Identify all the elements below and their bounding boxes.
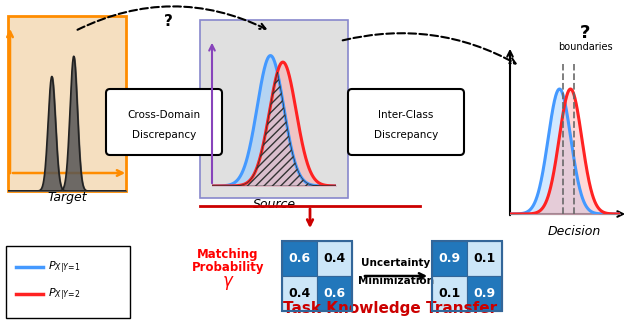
Bar [282, 241, 352, 311]
Text: Probability: Probability [192, 261, 264, 274]
Text: ?: ? [164, 14, 172, 29]
Text: 0.4: 0.4 [289, 287, 310, 300]
Text: Discrepancy: Discrepancy [374, 130, 438, 140]
Text: boundaries: boundaries [557, 42, 612, 52]
Text: $P_{X|Y\!=\!1}$: $P_{X|Y\!=\!1}$ [48, 259, 81, 275]
Text: Target: Target [47, 191, 87, 204]
Text: Minimization: Minimization [358, 276, 434, 286]
Text: 0.6: 0.6 [323, 287, 346, 300]
Text: Uncertainty: Uncertainty [362, 258, 431, 268]
Bar [432, 241, 502, 311]
Text: Matching: Matching [197, 248, 259, 261]
FancyBboxPatch shape [106, 89, 222, 155]
Text: Decision: Decision [547, 225, 600, 238]
Text: 0.1: 0.1 [474, 252, 495, 265]
Text: 0.4: 0.4 [323, 252, 346, 265]
Text: Task Knowledge Transfer: Task Knowledge Transfer [283, 301, 497, 316]
Text: $\gamma$: $\gamma$ [221, 274, 234, 292]
Bar [200, 20, 348, 198]
Text: 0.1: 0.1 [438, 287, 461, 300]
Text: Discrepancy: Discrepancy [132, 130, 196, 140]
Text: 0.9: 0.9 [474, 287, 495, 300]
Text: Cross-Domain: Cross-Domain [127, 110, 200, 120]
Bar [467, 276, 502, 311]
Text: ?: ? [580, 24, 590, 42]
Text: Source: Source [252, 198, 296, 211]
Bar [8, 16, 126, 191]
Text: Inter-Class: Inter-Class [378, 110, 434, 120]
Bar [317, 276, 352, 311]
Bar [432, 241, 467, 276]
Bar [282, 241, 317, 276]
Bar [432, 276, 467, 311]
Text: $P_{X|Y\!=\!2}$: $P_{X|Y\!=\!2}$ [48, 286, 81, 302]
FancyBboxPatch shape [6, 246, 130, 318]
Bar [467, 241, 502, 276]
Bar [282, 276, 317, 311]
Text: 0.6: 0.6 [289, 252, 310, 265]
Text: 0.9: 0.9 [438, 252, 461, 265]
FancyBboxPatch shape [348, 89, 464, 155]
Bar [317, 241, 352, 276]
